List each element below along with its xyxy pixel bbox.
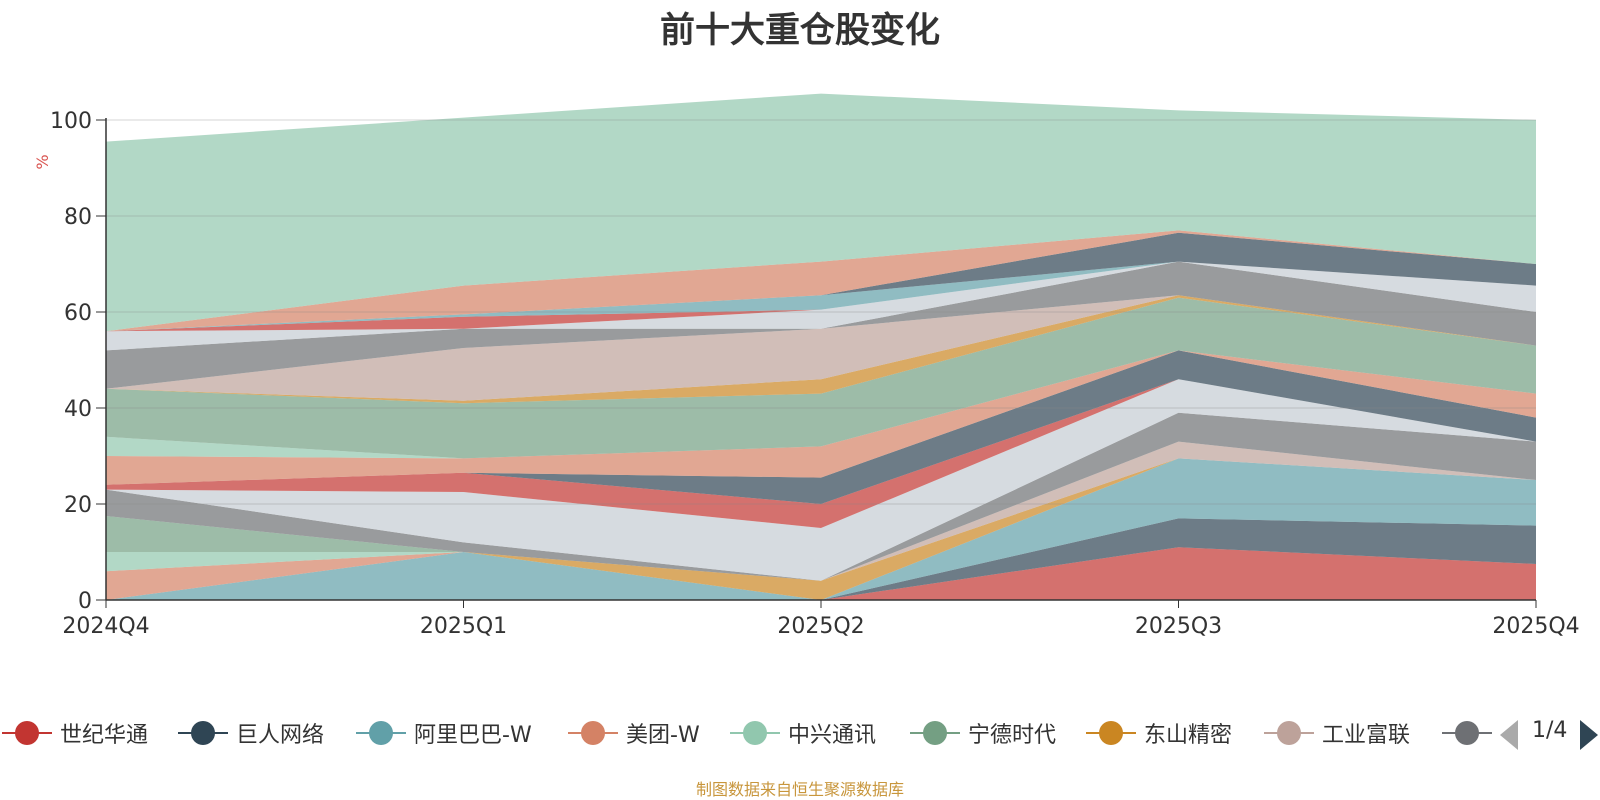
area-series-17 [106, 295, 1536, 401]
legend-marker-icon [1086, 719, 1136, 747]
source-note: 制图数据来自恒生聚源数据库 [695, 780, 904, 799]
legend-item[interactable]: 中兴通讯 [730, 716, 876, 750]
legend-marker-icon [1442, 719, 1492, 747]
legend-label: 工业富联 [1322, 723, 1411, 748]
y-tick-label: 0 [78, 589, 92, 614]
x-tick-label: 2025Q4 [1492, 614, 1579, 639]
legend-marker-icon [730, 719, 780, 747]
area-series-2 [106, 518, 1536, 600]
legend-item[interactable]: 东山精密 [1086, 716, 1232, 750]
legend: 世纪华通 巨人网络 阿里巴巴-W 美团-W 中兴通讯 宁德时代 东山精密 工业富联 [0, 716, 1600, 750]
area-series-22 [106, 232, 1536, 332]
area-series-1 [106, 547, 1536, 600]
y-tick-label: 40 [64, 397, 92, 422]
legend-label: 阿里巴巴-W [414, 723, 532, 748]
area-series-15 [106, 297, 1536, 459]
legend-label: 巨人网络 [236, 723, 325, 748]
area-series-16 [106, 295, 1536, 404]
legend-pager: 1/4 [1500, 716, 1600, 750]
area-series-23 [106, 230, 1536, 332]
legend-label: 世纪华通 [60, 723, 149, 748]
area-series-13 [106, 350, 1536, 485]
x-tick-label: 2025Q2 [777, 614, 864, 639]
area-series-19 [106, 261, 1536, 351]
legend-item[interactable]: 巨人网络 [178, 716, 324, 750]
legend-marker-icon [356, 719, 406, 747]
area-series-11 [106, 379, 1536, 528]
area-series-10 [106, 379, 1536, 581]
area-series-18 [106, 261, 1536, 389]
y-tick-label: 20 [64, 493, 92, 518]
legend-item[interactable]: 工业富联 [1264, 716, 1410, 750]
y-tick-label: 60 [64, 301, 92, 326]
legend-item[interactable]: 世纪华通 [2, 716, 148, 750]
legend-marker-icon [2, 719, 52, 747]
legend-next-icon[interactable] [1580, 720, 1598, 750]
legend-marker-icon [178, 719, 228, 747]
legend-item[interactable]: 美团-W [568, 716, 700, 750]
area-series-14 [106, 350, 1536, 459]
legend-prev-icon[interactable] [1500, 720, 1518, 750]
area-series-3 [106, 458, 1536, 600]
x-tick-label: 2025Q1 [420, 614, 507, 639]
legend-marker-icon [568, 719, 618, 747]
legend-label: 宁德时代 [968, 723, 1057, 748]
x-tick-label: 2024Q4 [62, 614, 149, 639]
legend-label: 美团-W [626, 723, 700, 748]
legend-page-indicator: 1/4 [1532, 718, 1568, 743]
legend-marker-icon [910, 719, 960, 747]
legend-marker-icon [1264, 719, 1314, 747]
legend-label: 东山精密 [1144, 723, 1233, 748]
legend-item-partial[interactable] [1442, 716, 1492, 750]
legend-item[interactable]: 宁德时代 [910, 716, 1056, 750]
y-tick-label: 100 [50, 109, 92, 134]
chart-title: 前十大重仓股变化 [659, 11, 940, 51]
area-series-21 [106, 261, 1536, 332]
x-tick-label: 2025Q3 [1135, 614, 1222, 639]
y-tick-label: 80 [64, 205, 92, 230]
legend-item[interactable]: 阿里巴巴-W [356, 716, 532, 750]
legend-label: 中兴通讯 [788, 723, 877, 748]
area-series-24 [106, 93, 1536, 332]
y-axis-label: % [33, 154, 52, 169]
